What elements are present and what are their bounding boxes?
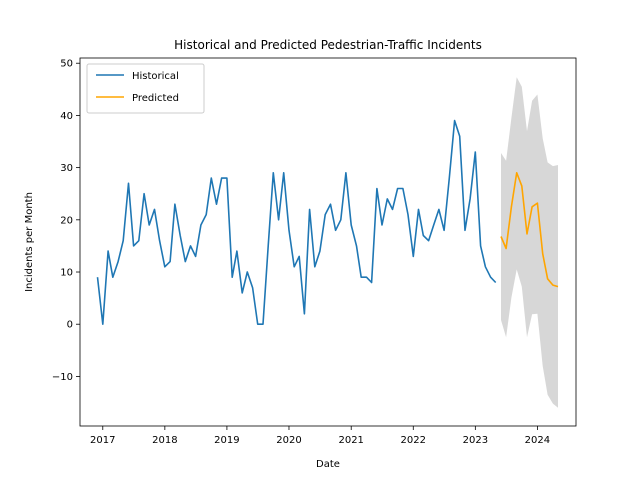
x-tick-label: 2024 [525, 435, 550, 446]
axes-layer: 2017 2018 2019 2020 2021 2022 2023 2024 −10 0 10 20… [52, 57, 577, 446]
x-tick-label: 2018 [152, 435, 177, 446]
y-tick-label: 30 [60, 163, 73, 174]
y-tick-label: 50 [60, 59, 73, 70]
x-tick-label: 2017 [90, 435, 115, 446]
y-tick-label: 40 [60, 111, 73, 122]
plot-area [80, 58, 576, 426]
y-tick-label: 0 [67, 320, 73, 331]
legend-predicted-label: Predicted [132, 93, 179, 104]
series-line-historical [96, 119, 497, 326]
confidence-band-layer [501, 77, 558, 408]
x-tick-label: 2023 [463, 435, 488, 446]
y-tick-label: 10 [60, 268, 73, 279]
y-tick-label: −10 [52, 372, 73, 383]
y-axis-title: Incidents per Month [24, 192, 35, 292]
confidence-band [501, 77, 558, 408]
legend-box [86, 63, 205, 114]
x-axis-title: Date [316, 459, 340, 470]
legend: Historical Predicted [86, 63, 205, 114]
y-tick-label: 20 [60, 215, 73, 226]
x-tick-label: 2022 [401, 435, 426, 446]
axes-frame [79, 57, 577, 427]
series-line-predicted [500, 172, 559, 288]
x-tick-label: 2019 [214, 435, 239, 446]
chart-title: Historical and Predicted Pedestrian-Traf… [174, 38, 482, 52]
x-tick-label: 2020 [276, 435, 301, 446]
legend-historical-label: Historical [132, 71, 179, 82]
series-layer [96, 119, 559, 326]
x-tick-label: 2021 [338, 435, 363, 446]
plot-background [80, 58, 576, 426]
